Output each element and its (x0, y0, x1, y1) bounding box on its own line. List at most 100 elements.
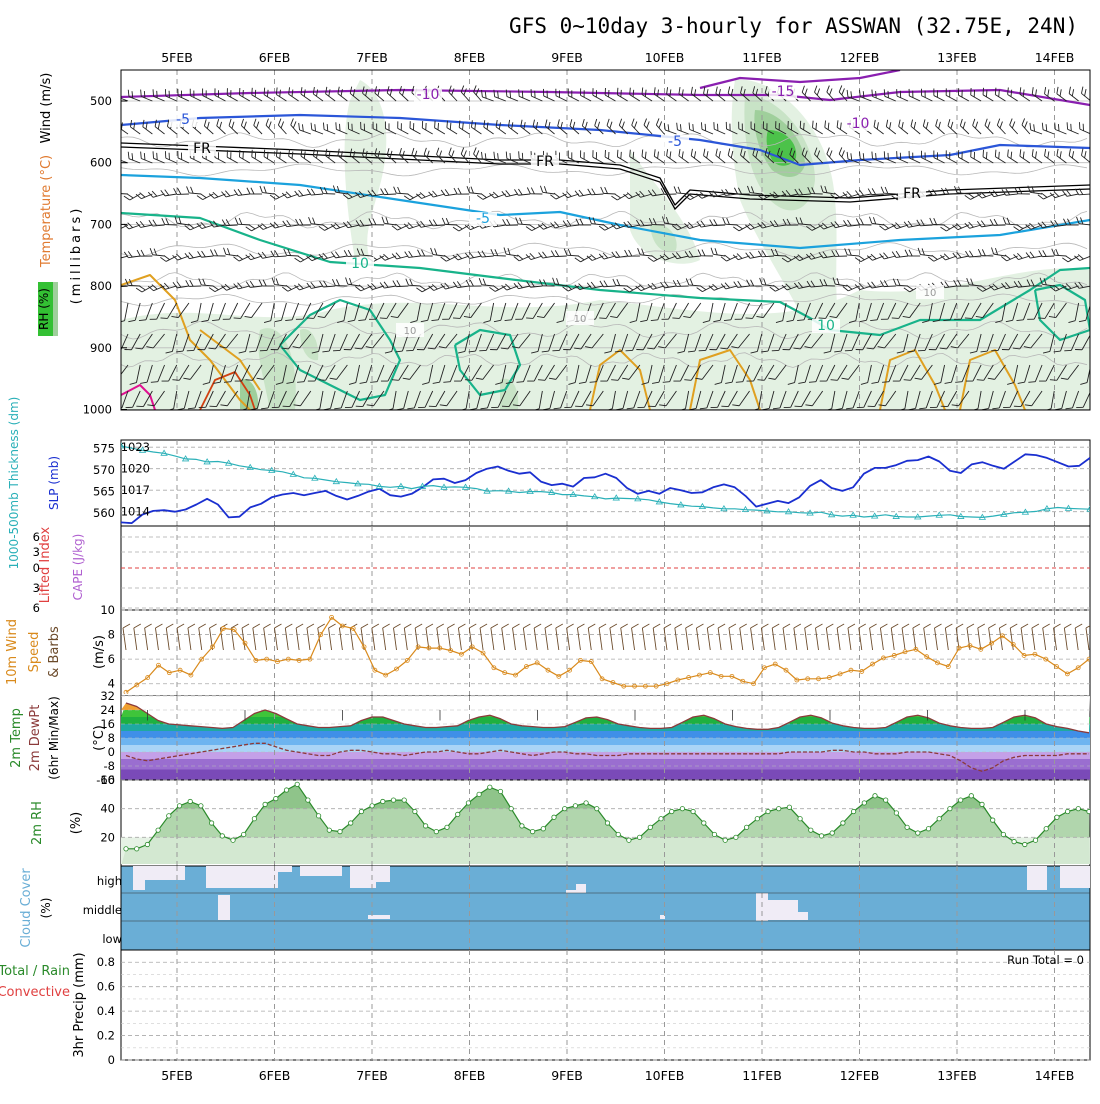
rh-point (1065, 809, 1069, 813)
rh-point (509, 806, 513, 810)
date-label-bottom: 5FEB (161, 1068, 193, 1083)
wind-barb (555, 256, 567, 257)
rh-point (1012, 839, 1016, 843)
rh-point (381, 799, 385, 803)
wind-barb-flag (633, 90, 634, 97)
contour-label: -5 (668, 134, 682, 150)
cloud-gap (576, 884, 586, 890)
precip-tick-label: 0.6 (97, 980, 115, 994)
wind-barb-flag (663, 382, 670, 383)
wind-barb-flag (1055, 123, 1056, 130)
wind-barb-flag (516, 382, 523, 383)
side-label: SLP (mb) (47, 456, 61, 510)
rh-point (124, 847, 128, 851)
wind-barb-flag (882, 382, 889, 383)
pressure-tick-label: 700 (90, 217, 112, 231)
rh-point (680, 806, 684, 810)
wind-barb-flag (693, 124, 694, 131)
contour-label: FR (536, 154, 554, 170)
rh-point (894, 811, 898, 815)
pressure-tick-label: 800 (90, 279, 112, 293)
side-label: & Barbs (47, 626, 62, 678)
rh-point (755, 817, 759, 821)
side-label: RH (%) (37, 288, 51, 330)
rh-point (306, 798, 310, 802)
slp-tick-label: 1023 (121, 440, 150, 454)
precip-panel: 0.80.60.40.20 Run Total = 0 (97, 950, 1090, 1067)
chart-title: GFS 0~10day 3-hourly for ASSWAN (32.75E,… (509, 14, 1078, 38)
thickness-tick-label: 565 (93, 485, 115, 499)
side-label: (%) (39, 898, 53, 919)
contour-label: -10 (417, 87, 440, 103)
wind-barb-flag (118, 120, 119, 127)
wind-barb-flag (684, 380, 691, 381)
wind-barb-flag (630, 88, 631, 95)
wind-barb-flag (392, 380, 399, 381)
wind-barb-flag (264, 88, 265, 95)
rh-point (145, 842, 149, 846)
rh-point (359, 809, 363, 813)
wind-barb (604, 193, 616, 194)
wind-barb-flag (113, 187, 116, 193)
wind-barb-flag (465, 380, 472, 381)
cloud-gap (798, 912, 808, 920)
side-label: (%) (69, 812, 84, 835)
date-label-top: 5FEB (161, 50, 193, 65)
date-label-top: 14FEB (1035, 50, 1075, 65)
rh-point (349, 821, 353, 825)
rh-point (905, 825, 909, 829)
rh-point (1033, 838, 1037, 842)
side-label: (6hr Min/Max) (47, 696, 61, 780)
precip-tick-label: 0.4 (97, 1004, 115, 1018)
wind-barb (616, 285, 628, 286)
wind-barb-flag (319, 380, 326, 381)
wind-barb (713, 225, 725, 226)
rh-point (616, 832, 620, 836)
side-label: (m/s) (92, 635, 107, 669)
rh-point (231, 838, 235, 842)
wind-barb-flag (297, 382, 304, 383)
rh-point (284, 788, 288, 792)
pressure-tick-label: 600 (90, 156, 112, 170)
rh-point (338, 829, 342, 833)
date-label-bottom: 10FEB (645, 1068, 685, 1083)
cloud-level-label: high (97, 874, 122, 888)
rh-point (744, 825, 748, 829)
date-label-top: 13FEB (937, 50, 977, 65)
date-label-bottom: 12FEB (840, 1068, 880, 1083)
wind-barb (396, 286, 408, 287)
wind-barb-flag (443, 382, 450, 383)
rh-point (627, 838, 631, 842)
rh-point (702, 821, 706, 825)
wind-barb-flag (999, 90, 1000, 97)
temp-band (121, 745, 1090, 752)
contour-label: -5 (476, 211, 490, 227)
wind-barb-flag (116, 90, 117, 97)
rh-point (563, 806, 567, 810)
wind-barb (226, 225, 238, 226)
rh-point (948, 806, 952, 810)
side-label: 10m Wind (5, 619, 20, 685)
side-label: (millibars) (69, 206, 84, 305)
rh-point (819, 834, 823, 838)
thickness-tick-label: 575 (93, 442, 115, 456)
contour-label: FR (903, 186, 921, 202)
wind-barb (872, 194, 884, 195)
date-label-bottom: 7FEB (356, 1068, 388, 1083)
wind-barb-flag (370, 382, 377, 383)
wind-barb-flag (816, 123, 817, 130)
wind-barb (287, 255, 299, 256)
rh-point (220, 834, 224, 838)
contour-label: 10 (924, 288, 937, 299)
rh-point (595, 806, 599, 810)
precip-label-total: Total / Rain (0, 964, 70, 979)
wind-barb-flag (120, 91, 121, 98)
precip-ticks: 0.80.60.40.20 (97, 955, 115, 1067)
rh-point (520, 824, 524, 828)
wind-barb-flag (112, 226, 118, 230)
temp-band (121, 770, 1090, 781)
wind-barb-flag (112, 254, 117, 259)
